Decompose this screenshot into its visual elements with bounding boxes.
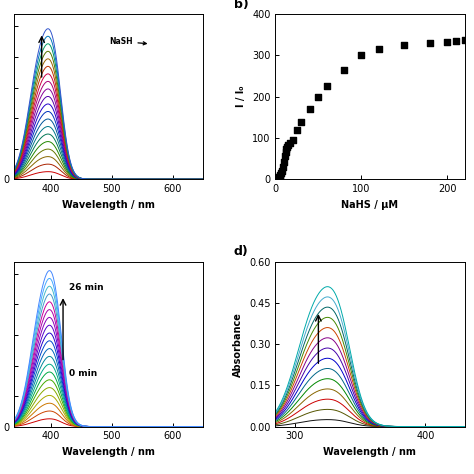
Text: NaSH: NaSH	[109, 37, 146, 46]
Point	[444, 38, 451, 46]
X-axis label: NaHS / μM: NaHS / μM	[341, 200, 399, 210]
Point	[357, 52, 365, 59]
Point	[286, 139, 294, 146]
Text: 26 min: 26 min	[69, 283, 104, 292]
X-axis label: Wavelength / nm: Wavelength / nm	[63, 200, 155, 210]
Point	[375, 46, 383, 53]
Point	[274, 174, 282, 182]
Point	[315, 93, 322, 100]
Point	[273, 174, 281, 182]
Point	[273, 175, 280, 182]
Point	[275, 173, 283, 181]
Point	[293, 126, 301, 134]
Point	[272, 175, 279, 183]
X-axis label: Wavelength / nm: Wavelength / nm	[63, 447, 155, 457]
Point	[280, 158, 288, 165]
Point	[323, 82, 331, 90]
Point	[289, 136, 296, 144]
Point	[277, 171, 284, 179]
Point	[276, 173, 283, 180]
Text: 0 min: 0 min	[69, 369, 97, 378]
Point	[426, 39, 434, 47]
Text: b): b)	[234, 0, 248, 10]
Point	[282, 148, 290, 156]
Point	[279, 163, 287, 171]
X-axis label: Wavelength / nm: Wavelength / nm	[323, 447, 416, 457]
Point	[306, 105, 313, 113]
Point	[452, 37, 460, 45]
Point	[278, 170, 285, 177]
Point	[340, 66, 348, 73]
Point	[281, 153, 289, 160]
Point	[284, 142, 292, 149]
Text: d): d)	[234, 245, 248, 258]
Y-axis label: Absorbance: Absorbance	[233, 312, 244, 376]
Point	[297, 118, 305, 126]
Point	[283, 146, 290, 153]
Point	[401, 41, 408, 49]
Point	[283, 143, 291, 151]
Point	[278, 167, 286, 175]
Point	[461, 36, 468, 44]
Y-axis label: I / I₀: I / I₀	[237, 86, 246, 108]
